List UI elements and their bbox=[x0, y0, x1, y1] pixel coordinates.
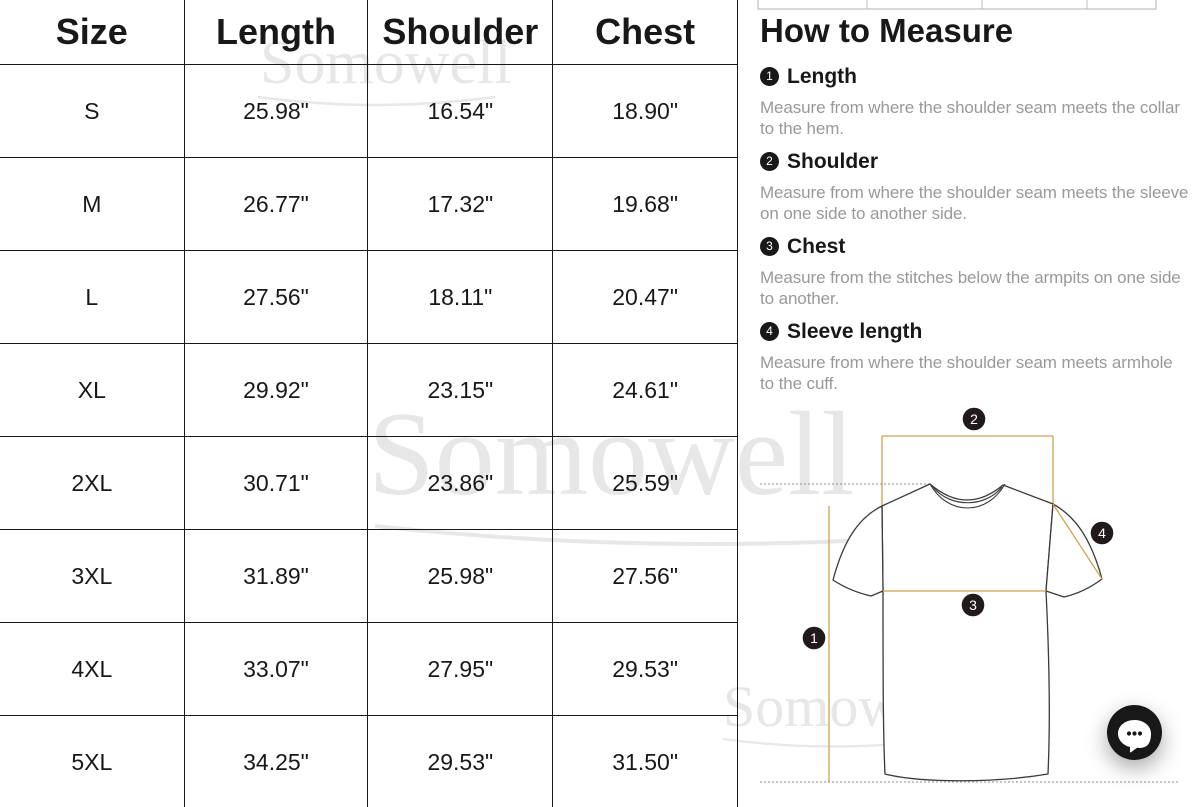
svg-text:2: 2 bbox=[970, 411, 978, 427]
svg-text:3: 3 bbox=[969, 597, 977, 613]
svg-text:4: 4 bbox=[1098, 525, 1106, 541]
svg-text:1: 1 bbox=[810, 630, 818, 646]
